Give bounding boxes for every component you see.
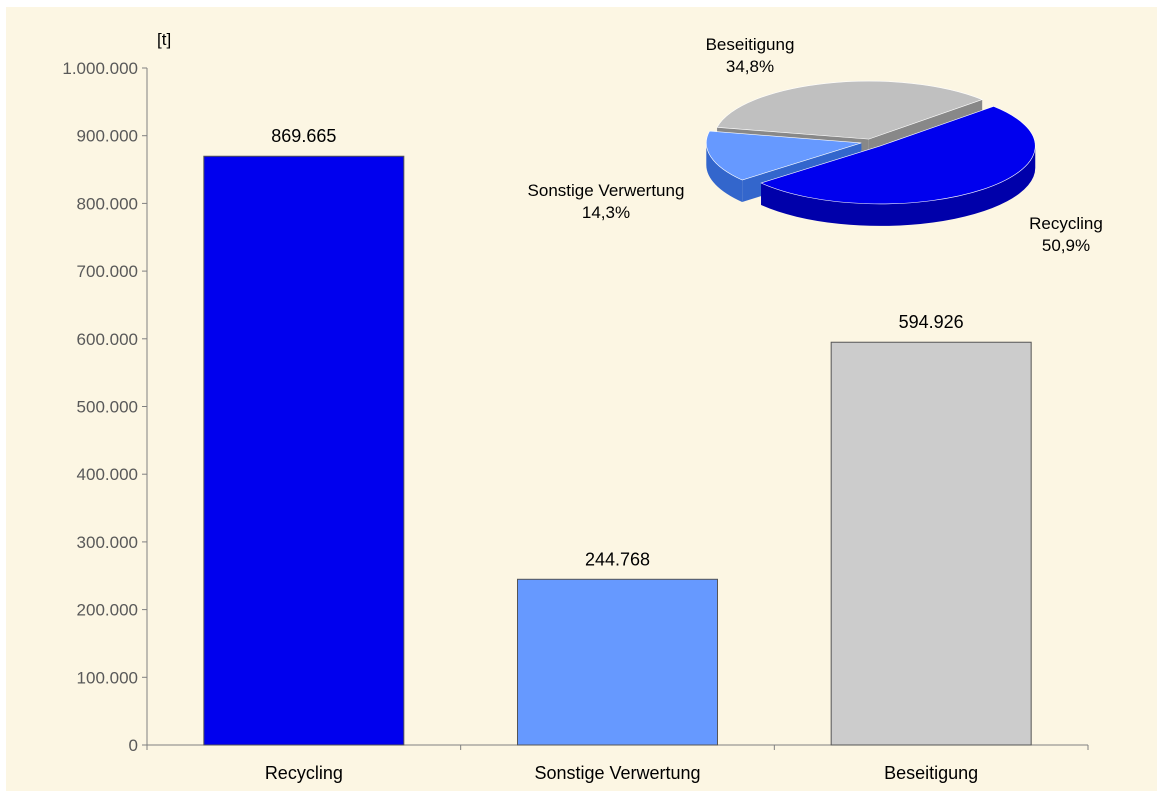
pie-label-name: Sonstige Verwertung	[528, 181, 685, 200]
y-tick-label: 800.000	[77, 194, 138, 213]
y-tick-label: 300.000	[77, 533, 138, 552]
x-category-label: Sonstige Verwertung	[534, 763, 700, 783]
chart-container: 0 100.000 200.000 300.000 400.000 500.000 600.…	[6, 7, 1157, 791]
pie-slice-recycling-side	[761, 145, 1036, 226]
pie-label-name: Recycling	[1029, 214, 1103, 233]
bar-recycling	[203, 155, 405, 746]
bar-value-label: 244.768	[585, 549, 650, 569]
bar-chart-axes: 0 100.000 200.000 300.000 400.000 500.000 600.…	[62, 30, 1089, 783]
pie-label-percent: 50,9%	[1042, 236, 1090, 255]
y-tick-label: 200.000	[77, 601, 138, 620]
y-tick-label: 400.000	[77, 465, 138, 484]
bar-value-label: 869.665	[271, 126, 336, 146]
pie-slice-recycling-top	[760, 106, 1036, 205]
bar-beseitigung	[830, 341, 1032, 746]
pie-slice-recycling	[760, 106, 1036, 226]
pie-slice-sonstige-verwertung-side	[706, 142, 743, 203]
bar-sonstige-verwertung	[517, 578, 718, 746]
y-unit-label: [t]	[157, 30, 171, 49]
pie-label-percent: 34,8%	[726, 57, 774, 76]
pie-label-percent: 14,3%	[582, 203, 630, 222]
y-tick-label: 500.000	[77, 398, 138, 417]
x-category-label: Recycling	[265, 763, 343, 783]
pie-slice-sonstige-verwertung-top	[706, 130, 862, 181]
pie-label-name: Beseitigung	[706, 35, 795, 54]
y-tick-label: 600.000	[77, 330, 138, 349]
y-tick-label: 900.000	[77, 127, 138, 146]
x-category-label: Beseitigung	[884, 763, 978, 783]
y-tick-label: 100.000	[77, 668, 138, 687]
chart-canvas: 0 100.000 200.000 300.000 400.000 500.000 600.…	[62, 30, 1103, 783]
pie-slice-beseitigung-top	[716, 80, 984, 140]
bar-value-label: 594.926	[899, 312, 964, 332]
bar-chart-marks: 869.665 244.768 594.926	[203, 126, 1032, 746]
y-tick-label: 0	[129, 736, 138, 755]
y-tick-label: 700.000	[77, 262, 138, 281]
pie-chart: Recycling 50,9% Sonstige Verwertung 14,3% Be…	[528, 35, 1103, 255]
y-tick-label: 1.000.000	[62, 59, 138, 78]
